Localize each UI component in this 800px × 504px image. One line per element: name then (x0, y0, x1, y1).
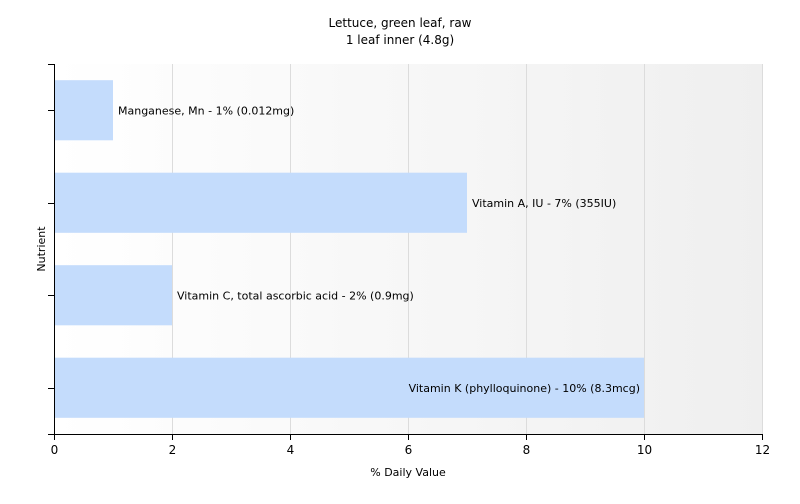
x-tick-label-12: 12 (755, 443, 770, 457)
bar-2 (55, 172, 467, 233)
x-tick-label-2: 2 (169, 443, 177, 457)
x-tick-label-0: 0 (51, 443, 59, 457)
x-tick-label-10: 10 (637, 443, 652, 457)
axes: 0 2 4 6 8 10 12 (48, 64, 770, 457)
chart-title: Lettuce, green leaf, raw (329, 16, 472, 30)
x-axis-label: % Daily Value (370, 466, 446, 479)
bar-data-label-3: Vitamin C, total ascorbic acid - 2% (0.9… (177, 289, 414, 302)
x-tick-label-4: 4 (287, 443, 295, 457)
chart-subtitle: 1 leaf inner (4.8g) (346, 33, 454, 47)
bar-1 (55, 80, 113, 141)
bar-data-label-2: Vitamin A, IU - 7% (355IU) (472, 197, 616, 210)
bars (55, 80, 644, 418)
x-tick-label-8: 8 (523, 443, 531, 457)
y-axis-label: Nutrient (35, 226, 48, 272)
grid-lines (172, 64, 763, 434)
bar-data-label-1: Manganese, Mn - 1% (0.012mg) (118, 104, 294, 117)
bar-3 (55, 265, 172, 326)
bar-data-label-4: Vitamin K (phylloquinone) - 10% (8.3mcg) (409, 382, 640, 395)
x-tick-label-6: 6 (405, 443, 413, 457)
bar-labels: Manganese, Mn - 1% (0.012mg) Vitamin A, I… (118, 104, 640, 395)
bar-4 (55, 357, 644, 418)
